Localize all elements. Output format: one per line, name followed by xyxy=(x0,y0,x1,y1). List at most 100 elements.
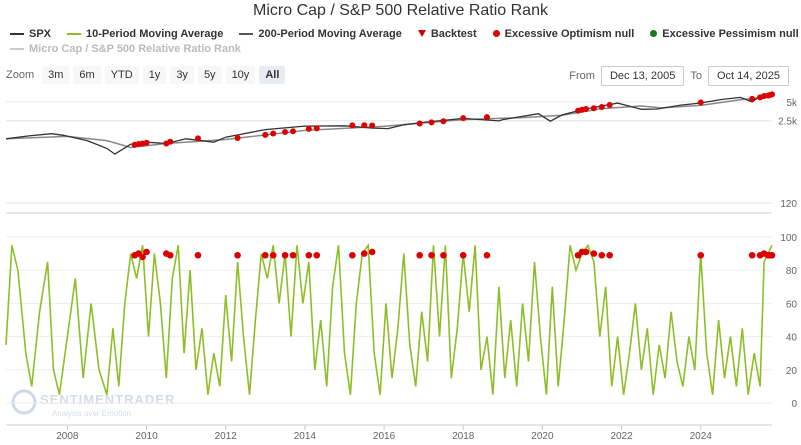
legend-label: 200-Period Moving Average xyxy=(258,27,402,40)
excessive-optimism-point xyxy=(368,248,376,256)
watermark-tagline: Analysis over Emotion xyxy=(52,409,131,418)
legend-label: Micro Cap / S&P 500 Relative Ratio Rank xyxy=(29,42,241,55)
legend-line-swatch xyxy=(67,32,82,35)
from-date-input[interactable]: Dec 13, 2005 xyxy=(600,66,685,86)
zoom-5y-button[interactable]: 5y xyxy=(197,66,222,84)
backtest-signal-point xyxy=(194,135,201,142)
backtest-signal-point xyxy=(282,128,289,135)
zoom-6m-button[interactable]: 6m xyxy=(73,66,101,84)
rank-tick-label: 100 xyxy=(780,233,797,244)
backtest-signal-point xyxy=(460,115,467,122)
excessive-optimism-point xyxy=(582,248,590,256)
excessive-optimism-point xyxy=(281,251,289,259)
x-tick-label: 2010 xyxy=(135,431,158,442)
to-date-input[interactable]: Oct 14, 2025 xyxy=(708,66,789,86)
zoom-3m-button[interactable]: 3m xyxy=(42,66,70,84)
legend-item-spx[interactable]: SPX xyxy=(10,28,51,40)
rank-panel xyxy=(5,242,776,395)
price-tick-label: 5k xyxy=(786,98,798,109)
backtest-signal-point xyxy=(234,135,241,142)
backtest-signal-point xyxy=(769,91,775,98)
excessive-optimism-point xyxy=(483,251,491,259)
rank-tick-label: 40 xyxy=(786,333,798,344)
excessive-optimism-point xyxy=(139,253,146,261)
price-tick-label: 120 xyxy=(780,199,797,210)
excessive-optimism-point xyxy=(598,251,606,259)
legend-item-excessive-optimism-null[interactable]: Excessive Optimism null xyxy=(492,27,635,40)
zoom-bar: Zoom 3m 6m YTD 1y 3y 5y 10y All xyxy=(6,66,286,84)
excessive-optimism-point xyxy=(697,251,705,259)
excessive-optimism-point xyxy=(606,251,613,259)
legend-label: SPX xyxy=(29,27,52,40)
legend-label: Excessive Optimism null xyxy=(504,27,635,40)
backtest-signal-point xyxy=(582,105,589,112)
zoom-all-button[interactable]: All xyxy=(259,66,286,84)
zoom-10y-button[interactable]: 10y xyxy=(225,66,256,84)
excessive-optimism-point xyxy=(349,251,356,259)
backtest-signal-point xyxy=(428,119,435,126)
backtest-signal-point xyxy=(262,131,269,138)
backtest-signal-point xyxy=(349,122,356,129)
excessive-optimism-point xyxy=(768,251,776,259)
legend-item-10-period-moving-average[interactable]: 10-Period Moving Average xyxy=(67,28,223,40)
zoom-ytd-button[interactable]: YTD xyxy=(104,66,139,84)
backtest-signal-point xyxy=(143,139,150,146)
spx-line xyxy=(5,93,773,155)
backtest-signal-point xyxy=(598,103,605,110)
zoom-3y-button[interactable]: 3y xyxy=(170,66,194,84)
zoom-label: Zoom xyxy=(6,69,35,81)
x-tick-label: 2024 xyxy=(690,431,713,442)
rank-tick-label: 80 xyxy=(786,266,798,277)
backtest-signal-point xyxy=(369,122,376,129)
excessive-optimism-point xyxy=(261,251,269,259)
backtest-signal-point xyxy=(483,114,490,121)
from-label: From xyxy=(569,70,595,82)
excessive-optimism-point xyxy=(234,251,241,259)
excessive-optimism-point xyxy=(360,250,368,257)
excessive-optimism-point xyxy=(166,251,174,259)
legend-item-excessive-pessimism-null[interactable]: Excessive Pessimism null xyxy=(650,28,799,40)
x-tick-label: 2022 xyxy=(610,431,633,442)
dot-icon xyxy=(492,30,500,37)
legend-item-200-period-moving-average[interactable]: 200-Period Moving Average xyxy=(239,27,402,40)
date-range: From Dec 13, 2005 To Oct 14, 2025 xyxy=(569,66,789,86)
rank-tick-label: 0 xyxy=(791,399,797,410)
legend-item-backtest[interactable]: Backtest xyxy=(417,27,477,40)
backtest-signal-point xyxy=(606,102,613,109)
price-tick-label: 2.5k xyxy=(778,117,798,128)
excessive-optimism-point xyxy=(440,251,447,259)
zoom-1y-button[interactable]: 1y xyxy=(142,66,167,84)
ma200-line xyxy=(5,95,773,149)
legend-line-swatch xyxy=(239,32,254,35)
legend-label: Backtest xyxy=(430,27,477,40)
excessive-optimism-point xyxy=(428,251,435,259)
excessive-optimism-point xyxy=(305,251,313,259)
backtest-signal-point xyxy=(416,120,423,127)
excessive-optimism-point xyxy=(590,250,598,257)
legend-line-swatch xyxy=(10,47,24,50)
to-label: To xyxy=(690,70,702,82)
legend-label: 10-Period Moving Average xyxy=(86,27,224,40)
x-tick-label: 2020 xyxy=(531,431,554,442)
rank-line xyxy=(5,242,773,395)
excessive-optimism-point xyxy=(289,251,297,259)
rank-tick-label: 20 xyxy=(786,366,798,377)
backtest-signal-point xyxy=(290,128,297,135)
excessive-optimism-point xyxy=(269,251,277,259)
backtest-signal-point xyxy=(590,105,597,112)
legend-item-micro-cap-s-p-500-relative-ratio-rank[interactable]: Micro Cap / S&P 500 Relative Ratio Rank xyxy=(10,43,241,55)
excessive-optimism-point xyxy=(194,251,202,259)
excessive-optimism-point xyxy=(143,248,150,256)
x-tick-label: 2012 xyxy=(215,431,238,442)
excessive-optimism-point xyxy=(459,251,467,259)
x-tick-label: 2018 xyxy=(452,431,475,442)
backtest-signal-point xyxy=(313,125,320,132)
backtest-signal-point xyxy=(305,125,312,132)
backtest-signal-point xyxy=(270,130,277,137)
backtest-signal-point xyxy=(361,122,368,129)
x-tick-label: 2008 xyxy=(56,431,79,442)
x-tick-label: 2014 xyxy=(294,431,317,442)
price-panel xyxy=(5,91,775,155)
backtest-signal-point xyxy=(697,99,704,106)
